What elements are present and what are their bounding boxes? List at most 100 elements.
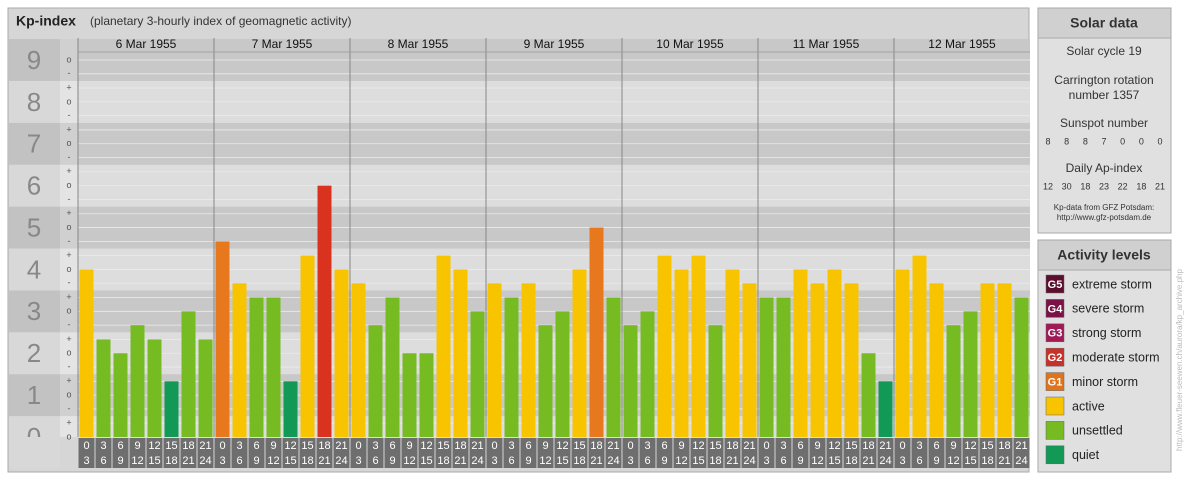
ap-title: Daily Ap-index: [1066, 161, 1143, 175]
x-tick-label: 6: [117, 440, 123, 452]
hour-box: [486, 438, 503, 468]
x-tick-label: 6: [372, 455, 378, 467]
legend-swatch: [1045, 372, 1065, 391]
hour-box: [248, 438, 265, 468]
hour-box: [962, 438, 979, 468]
x-tick-label: 18: [573, 455, 585, 467]
x-tick-label: 18: [182, 440, 194, 452]
solar-title: Solar data: [1070, 15, 1138, 31]
bar: [674, 269, 689, 437]
hour-box: [537, 438, 554, 468]
x-tick-label: 9: [542, 440, 548, 452]
x-tick-label: 9: [797, 455, 803, 467]
x-tick-label: 0: [83, 440, 89, 452]
x-tick-label: 12: [131, 455, 143, 467]
bar: [198, 339, 213, 437]
x-tick-label: 12: [947, 455, 959, 467]
hour-box: [231, 438, 248, 468]
x-tick-label: 15: [845, 440, 857, 452]
bar: [759, 297, 774, 437]
x-tick-label: 3: [899, 455, 905, 467]
hour-box: [673, 438, 690, 468]
x-tick-label: 12: [828, 440, 840, 452]
bar: [130, 325, 145, 437]
x-tick-label: 6: [661, 440, 667, 452]
bar: [266, 297, 281, 437]
legend-swatch: [1045, 396, 1065, 416]
y-label-band: [9, 290, 60, 333]
x-tick-label: 12: [692, 440, 704, 452]
minor-tick-label: +: [66, 166, 71, 176]
x-tick-label: 21: [454, 455, 466, 467]
x-tick-label: 18: [862, 440, 874, 452]
bar: [453, 269, 468, 437]
hour-box: [78, 438, 95, 468]
legend-badge: G3: [1048, 328, 1063, 340]
ap-value: 21: [1155, 181, 1165, 191]
x-tick-label: 6: [236, 455, 242, 467]
ap-value: 18: [1136, 181, 1146, 191]
minor-tick-label: +: [66, 418, 71, 428]
bar: [436, 255, 451, 437]
x-tick-label: 18: [301, 455, 313, 467]
legend-label: moderate storm: [1072, 350, 1160, 364]
y-label-band: [9, 248, 60, 291]
x-tick-label: 3: [83, 455, 89, 467]
x-tick-label: 9: [678, 440, 684, 452]
bar: [997, 283, 1012, 437]
y-tick-label: 7: [27, 129, 41, 159]
minor-tick-label: o: [66, 389, 71, 399]
legend-label: quiet: [1072, 448, 1100, 462]
x-tick-label: 15: [165, 440, 177, 452]
x-tick-label: 6: [780, 455, 786, 467]
y-label-band: [9, 332, 60, 375]
y-tick-label: 8: [27, 87, 41, 117]
x-tick-label: 6: [389, 440, 395, 452]
bar: [113, 353, 128, 437]
x-tick-label: 6: [508, 455, 514, 467]
bar: [912, 255, 927, 437]
x-tick-label: 3: [508, 440, 514, 452]
hour-box: [928, 438, 945, 468]
legend-swatch: [1045, 421, 1065, 440]
minor-band: [60, 290, 78, 333]
date-label: 6 Mar 1955: [116, 37, 177, 51]
minor-tick-label: o: [66, 96, 71, 106]
hour-box: [826, 438, 843, 468]
hour-box: [520, 438, 537, 468]
minor-band: [60, 374, 78, 417]
minor-band: [60, 248, 78, 291]
bar: [742, 283, 757, 437]
hour-box: [180, 438, 197, 468]
bar: [657, 255, 672, 437]
legend-label: severe storm: [1072, 302, 1144, 316]
x-tick-label: 21: [1015, 440, 1027, 452]
hour-box: [775, 438, 792, 468]
x-tick-label: 6: [525, 440, 531, 452]
x-tick-label: 12: [811, 455, 823, 467]
y-tick-label: 2: [27, 338, 41, 368]
y-label-band: [9, 437, 60, 468]
x-tick-label: 24: [335, 455, 347, 467]
x-tick-label: 18: [437, 455, 449, 467]
y-tick-label: 1: [27, 380, 41, 410]
hour-box: [299, 438, 316, 468]
bar: [895, 269, 910, 437]
minor-band: [60, 164, 78, 207]
bar: [844, 283, 859, 437]
ap-value: 23: [1099, 181, 1109, 191]
hour-box: [452, 438, 469, 468]
ap-value: 18: [1080, 181, 1090, 191]
bar: [691, 255, 706, 437]
hour-box: [877, 438, 894, 468]
x-tick-label: 12: [420, 440, 432, 452]
x-tick-label: 18: [998, 440, 1010, 452]
x-tick-label: 15: [981, 440, 993, 452]
minor-tick-label: +: [66, 208, 71, 218]
bar: [555, 311, 570, 437]
legend-label: minor storm: [1072, 375, 1138, 389]
x-tick-label: 21: [743, 440, 755, 452]
date-label: 11 Mar 1955: [793, 37, 860, 51]
bar: [419, 353, 434, 437]
